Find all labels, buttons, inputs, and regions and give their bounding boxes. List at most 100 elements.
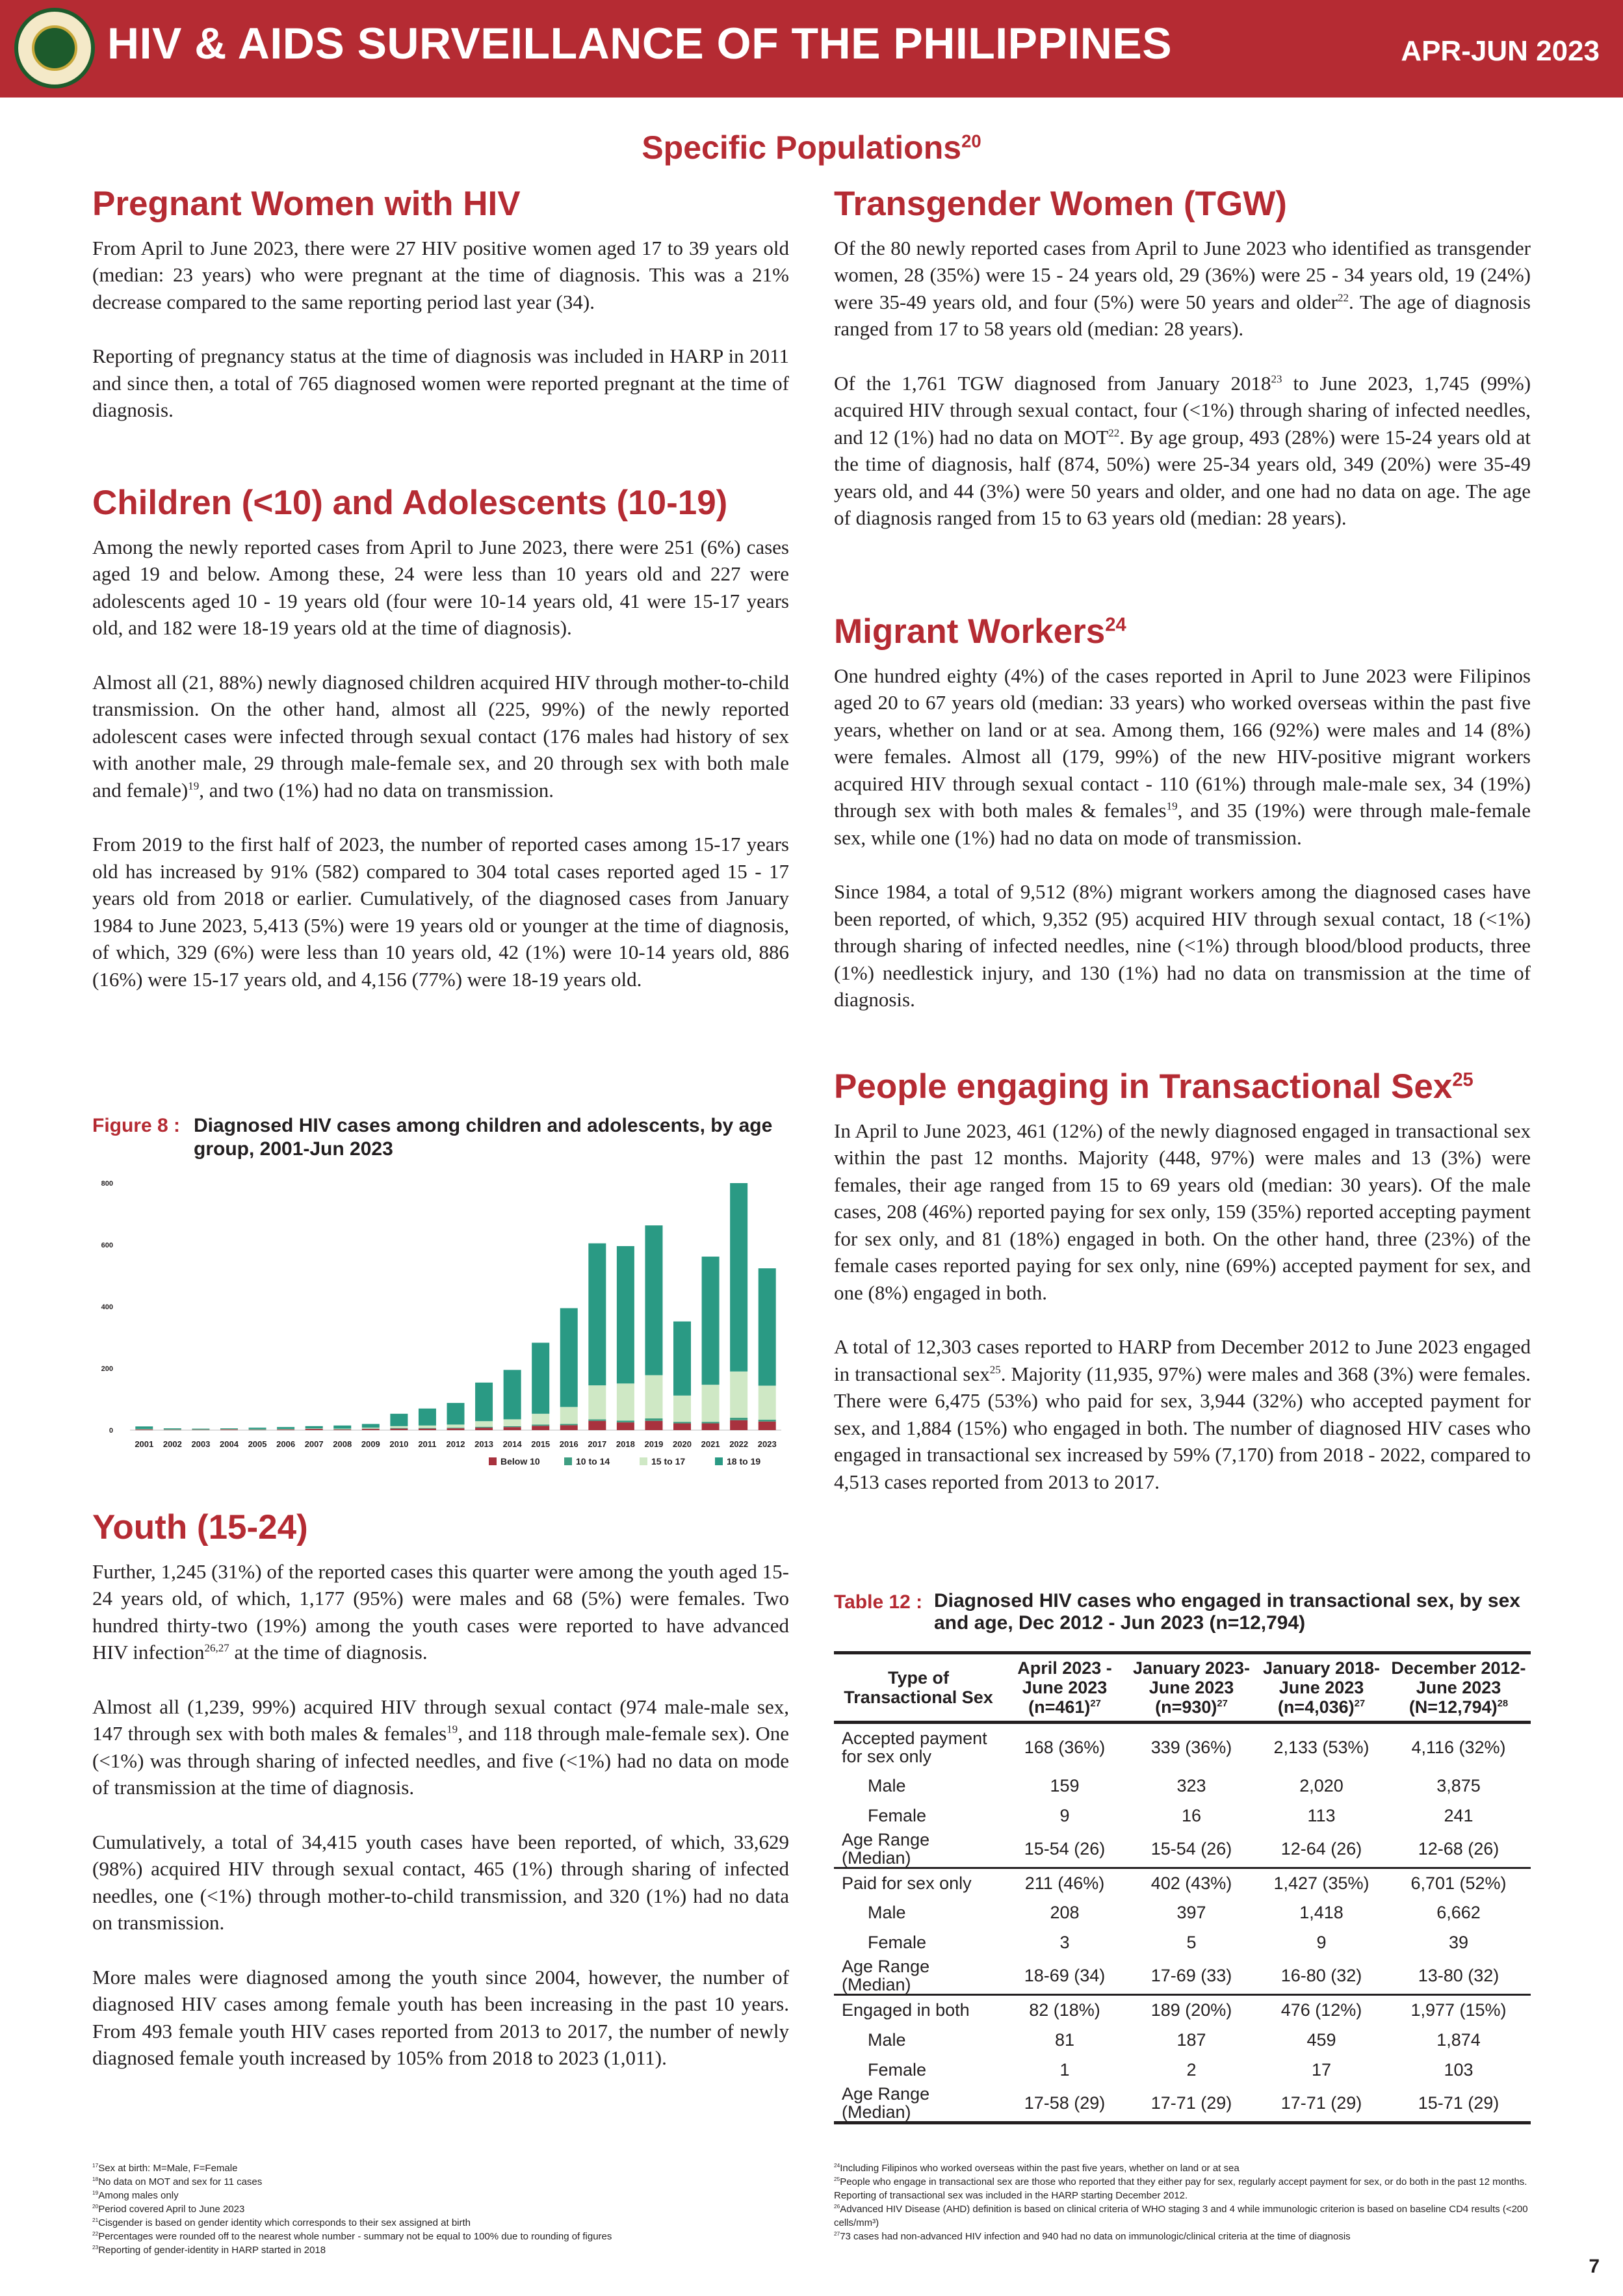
table-cell: 459 <box>1306 2029 1336 2050</box>
x-tick-label: 2006 <box>276 1439 295 1449</box>
bar-segment <box>277 1427 295 1429</box>
figure-label: Figure 8 : <box>92 1115 181 1136</box>
bar-segment <box>730 1420 748 1430</box>
legend-swatch <box>715 1457 723 1465</box>
table-cell: 402 (43%) <box>1126 1866 1256 1898</box>
bar-segment <box>333 1429 352 1430</box>
bar-segment <box>701 1385 720 1422</box>
bar-segment <box>475 1421 493 1427</box>
footnote: 18No data on MOT and sex for 11 cases <box>92 2176 263 2187</box>
bar-segment <box>673 1395 692 1422</box>
x-tick-label: 2013 <box>474 1439 493 1449</box>
bar-segment <box>135 1426 153 1429</box>
migrant-p1: One hundred eighty (4%) of the cases rep… <box>834 664 1531 849</box>
table-cell: 16-80 (32) <box>1280 1966 1362 1985</box>
header-band: HIV & AIDS SURVEILLANCE OF THE PHILIPPIN… <box>0 0 1623 98</box>
footnote: 20Period covered April to June 2023 <box>92 2204 245 2215</box>
children-p2: Almost all (21, 88%) newly diagnosed chi… <box>92 670 789 802</box>
pregnant-section: Pregnant Women with HIV From April to Ju… <box>92 185 789 424</box>
bar-segment <box>673 1321 692 1396</box>
footnote: 2773 cases had non-advanced HIV infectio… <box>834 2231 1351 2242</box>
youth-heading: Youth (15-24) <box>92 1508 308 1546</box>
table-cell: 17 <box>1311 2059 1332 2080</box>
y-tick-label: 200 <box>101 1365 113 1373</box>
table-cell: 3,875 <box>1436 1775 1481 1795</box>
x-tick-label: 2020 <box>673 1439 692 1449</box>
table-cell: 1,977 (15%) <box>1386 1994 1531 2025</box>
table-label: Table 12 : <box>834 1591 923 1613</box>
bar-segment <box>532 1424 550 1426</box>
x-tick-label: 2021 <box>701 1439 720 1449</box>
table-cell: 187 <box>1176 2029 1206 2050</box>
transactional-section: People engaging in Transactional Sex25 I… <box>834 1067 1531 1495</box>
table-cell: Male <box>868 1775 906 1795</box>
pregnant-p2: Reporting of pregnancy status at the tim… <box>92 345 789 422</box>
footnotes-left: 17Sex at birth: M=Male, F=Female 18No dat… <box>92 2161 781 2257</box>
tgw-p1: Of the 80 newly reported cases from Apri… <box>834 236 1531 341</box>
figure-caption-text: Diagnosed HIV cases among children and a… <box>194 1115 773 1160</box>
table-cell: 189 (20%) <box>1126 1994 1256 2025</box>
footnote: 26Advanced HIV Disease (AHD) definition … <box>834 2204 1528 2228</box>
bar-segment <box>701 1257 720 1385</box>
bar-segment <box>616 1246 634 1384</box>
doh-seal-logo <box>14 8 95 88</box>
table-group-row: Engaged in both 82 (18%) 189 (20%) 476 (… <box>834 1994 1531 2025</box>
transactional-p1: In April to June 2023, 461 (12%) of the … <box>834 1119 1531 1304</box>
table-cell: 15-71 (29) <box>1386 2084 1531 2124</box>
bar-segment <box>135 1429 153 1430</box>
migrant-p2: Since 1984, a total of 9,512 (8%) migran… <box>834 880 1531 1011</box>
table-cell: 4,116 (32%) <box>1411 1737 1506 1757</box>
table-cell: 12-64 (26) <box>1280 1838 1362 1859</box>
table-cell: 323 <box>1176 1775 1206 1795</box>
table-header-cell: January 2023- June 2023 (n=930)27 <box>1126 1651 1256 1724</box>
table-cell: 397 <box>1176 1903 1206 1922</box>
bar-segment <box>390 1428 408 1429</box>
table-row: Female 1 2 17 103 <box>834 2055 1531 2085</box>
table-cell: Age Range (Median) <box>842 1829 930 1868</box>
table-cell: Female <box>868 2059 927 2080</box>
bar-segment <box>475 1426 493 1428</box>
transactional-p2: A total of 12,303 cases reported to HARP… <box>834 1335 1531 1493</box>
bar-segment <box>560 1407 578 1424</box>
x-tick-label: 2015 <box>531 1439 550 1449</box>
x-tick-label: 2022 <box>729 1439 748 1449</box>
table-header-row: Type of Transactional Sex April 2023 - Jun… <box>834 1651 1531 1724</box>
table-cell: 81 <box>1054 2029 1075 2050</box>
table-cell: 15-54 (26) <box>1024 1838 1106 1859</box>
bar-segment <box>418 1425 436 1428</box>
bar-segment <box>616 1383 634 1421</box>
x-tick-label: 2010 <box>389 1439 408 1449</box>
table-caption-text: Diagnosed HIV cases who engaged in trans… <box>934 1590 1520 1634</box>
table-row: Age Range (Median) 17-58 (29) 17-71 (29)… <box>834 2084 1531 2124</box>
bar-segment <box>645 1420 663 1430</box>
legend-label: 10 to 14 <box>576 1456 610 1467</box>
table-cell: Accepted payment for sex only <box>842 1728 987 1766</box>
migrant-section: Migrant Workers24 One hundred eighty (4%… <box>834 612 1531 1013</box>
table-cell: 6,662 <box>1436 1903 1481 1922</box>
table-cell: 476 (12%) <box>1256 1994 1386 2025</box>
table-cell: 17-69 (33) <box>1150 1966 1232 1985</box>
bar-segment <box>333 1425 352 1429</box>
youth-p2: Almost all (1,239, 99%) acquired HIV thr… <box>92 1695 790 1799</box>
footnote: 23Reporting of gender-identity in HARP s… <box>92 2245 326 2256</box>
bar-segment <box>758 1421 776 1430</box>
x-tick-label: 2004 <box>220 1439 239 1449</box>
table-row: Male 159 323 2,020 3,875 <box>834 1771 1531 1801</box>
footnote: 21Cisgender is based on gender identity … <box>92 2217 471 2228</box>
transactional-sex-table: Type of Transactional Sex April 2023 - Jun… <box>834 1651 1531 2124</box>
table-cell: 3 <box>1059 1933 1070 1952</box>
children-p3: From 2019 to the first half of 2023, the… <box>92 833 789 991</box>
bar-segment <box>701 1422 720 1424</box>
bar-segment <box>390 1426 408 1428</box>
bar-segment <box>418 1428 436 1429</box>
table-cell: Female <box>868 1933 927 1952</box>
table-cell: 2,020 <box>1299 1775 1344 1795</box>
youth-p4: More males were diagnosed among the yout… <box>92 1965 789 2070</box>
table-cell: 211 (46%) <box>1003 1866 1126 1898</box>
bar-segment <box>390 1428 408 1430</box>
x-tick-label: 2003 <box>191 1439 210 1449</box>
bar-segment <box>730 1371 748 1418</box>
table-cell: 1,874 <box>1436 2029 1481 2050</box>
bar-segment <box>305 1429 323 1430</box>
bar-segment <box>447 1424 465 1428</box>
